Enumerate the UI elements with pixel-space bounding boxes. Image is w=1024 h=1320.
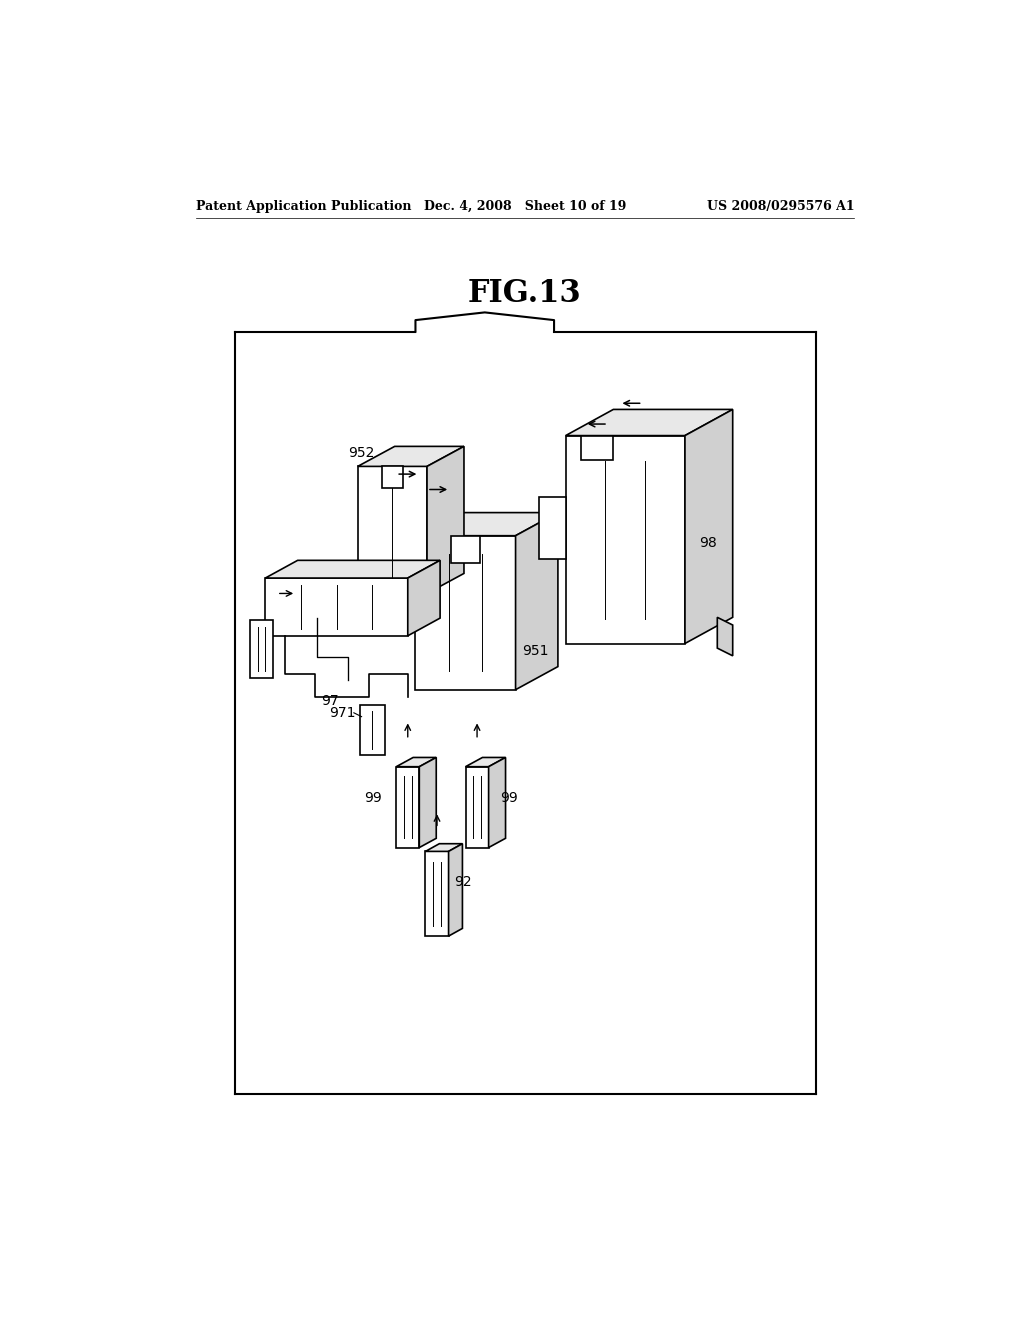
Text: FIG.13: FIG.13 [468,277,582,309]
Polygon shape [357,466,427,594]
Polygon shape [360,705,385,755]
Polygon shape [408,561,440,636]
Text: 97: 97 [322,694,339,709]
Polygon shape [382,466,403,488]
Polygon shape [265,561,440,578]
Polygon shape [717,618,733,656]
Polygon shape [416,536,515,689]
Polygon shape [250,620,273,678]
Text: 951: 951 [521,644,548,659]
Polygon shape [419,758,436,847]
Polygon shape [425,851,449,936]
Polygon shape [565,409,733,436]
Polygon shape [265,578,408,636]
Text: US 2008/0295576 A1: US 2008/0295576 A1 [707,199,854,213]
Polygon shape [466,767,488,847]
Polygon shape [515,512,558,689]
Polygon shape [425,843,463,851]
Text: 99: 99 [500,791,518,804]
Text: 98: 98 [698,536,717,550]
Text: 99: 99 [365,791,382,804]
Polygon shape [451,536,480,562]
Polygon shape [685,409,733,644]
Polygon shape [396,758,436,767]
Text: 971: 971 [330,706,355,719]
Text: Patent Application Publication: Patent Application Publication [196,199,412,213]
Polygon shape [427,446,464,594]
Polygon shape [396,767,419,847]
Polygon shape [488,758,506,847]
Text: 92: 92 [454,875,472,890]
Text: Dec. 4, 2008   Sheet 10 of 19: Dec. 4, 2008 Sheet 10 of 19 [424,199,626,213]
Polygon shape [416,512,558,536]
Polygon shape [539,498,565,558]
Text: 952: 952 [348,446,375,461]
Polygon shape [357,446,464,466]
Polygon shape [449,843,463,936]
Polygon shape [466,758,506,767]
Polygon shape [565,436,685,644]
Polygon shape [581,436,613,461]
